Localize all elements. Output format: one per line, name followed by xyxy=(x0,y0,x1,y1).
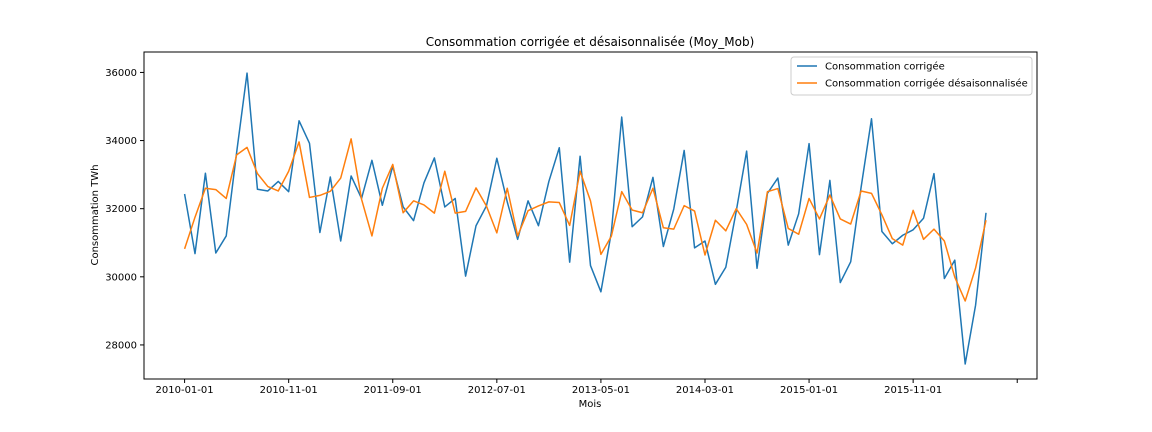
series-lines xyxy=(183,72,987,365)
plot-frame xyxy=(143,51,1038,380)
plot-area xyxy=(144,52,1037,379)
chart-title: Consommation corrigée et désaisonnalisée… xyxy=(426,35,755,49)
y-tick-label: 30000 xyxy=(105,272,137,283)
x-tick-label: 2010-11-01 xyxy=(260,385,318,396)
x-tick-label: 2011-09-01 xyxy=(364,385,422,396)
x-tick-label: 2012-07-01 xyxy=(468,385,526,396)
x-tick-label: 2015-11-01 xyxy=(884,385,942,396)
x-axis: 2010-01-01 2010-11-01 2011-09-01 2012-07-01… xyxy=(156,379,1018,396)
legend: Consommation corrigée Consommation corri… xyxy=(790,56,1033,96)
legend-label-series-1: Consommation corrigée xyxy=(825,61,945,73)
y-axis: 28000 30000 32000 34000 36000 xyxy=(105,68,144,351)
legend-box xyxy=(790,56,1033,96)
y-tick-label: 34000 xyxy=(105,136,137,147)
y-tick-label: 28000 xyxy=(105,340,137,351)
series-line-2 xyxy=(183,138,987,302)
x-tick-label: 2010-01-01 xyxy=(156,385,214,396)
legend-label-series-2: Consommation corrigée désaisonnalisée xyxy=(825,78,1028,90)
y-axis-label: Consommation TWh xyxy=(90,164,101,265)
x-tick-label: 2013-05-01 xyxy=(572,385,630,396)
x-tick-label: 2015-01-01 xyxy=(780,385,838,396)
y-tick-label: 32000 xyxy=(105,204,137,215)
x-axis-label: Mois xyxy=(579,399,602,410)
y-tick-label: 36000 xyxy=(105,68,137,79)
series-line-1 xyxy=(183,72,987,365)
x-tick-label: 2014-03-01 xyxy=(676,385,734,396)
